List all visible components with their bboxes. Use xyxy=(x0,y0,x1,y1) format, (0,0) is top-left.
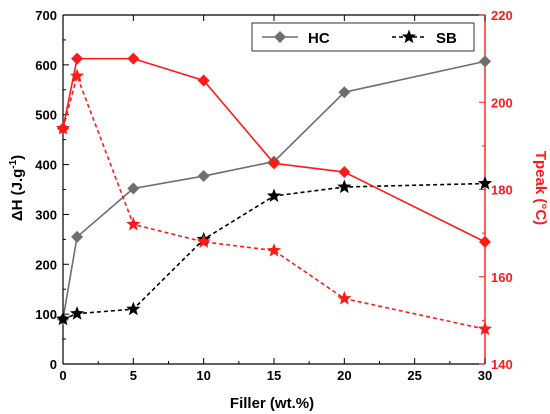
diamond-marker xyxy=(197,170,210,183)
legend: HC SB xyxy=(251,22,475,52)
star-marker xyxy=(196,234,211,248)
y-left-tick-label: 100 xyxy=(35,307,57,322)
star-marker xyxy=(337,291,352,305)
x-tick-label: 30 xyxy=(478,368,492,383)
y-axis-left-title: ΔH (J.g-1) xyxy=(8,155,26,221)
legend-label-hc: HC xyxy=(308,30,330,47)
star-marker xyxy=(126,301,141,316)
y-right-tick-label: 200 xyxy=(491,95,513,110)
y-axis-right-title: Tpeak (°C) xyxy=(532,151,549,225)
series-tpeak-star xyxy=(55,68,493,336)
diamond-marker xyxy=(338,166,351,179)
series-hc xyxy=(57,55,491,326)
series-line xyxy=(62,73,486,330)
y-left-tick-label: 300 xyxy=(35,207,57,222)
star-marker xyxy=(69,306,85,320)
x-axis: 0 5 10 15 20 25 30 xyxy=(59,15,492,383)
star-marker xyxy=(266,243,282,257)
star-marker xyxy=(477,176,493,190)
y-right-tick-label: 180 xyxy=(491,183,513,198)
y-left-tick-label: 600 xyxy=(35,58,57,73)
star-marker xyxy=(266,188,282,203)
x-tick-label: 0 xyxy=(59,368,66,383)
diamond-marker xyxy=(127,182,140,195)
diamond-marker xyxy=(338,86,351,99)
star-marker xyxy=(126,216,141,231)
star-marker xyxy=(69,68,85,83)
legend-marker-hc xyxy=(274,31,286,43)
y-axis-left: 0 100 200 300 400 500 600 700 xyxy=(35,8,69,372)
star-marker xyxy=(55,311,71,326)
legend-label-sb: SB xyxy=(436,30,457,47)
x-tick-label: 5 xyxy=(130,368,137,383)
diamond-marker xyxy=(268,157,280,170)
y-left-tick-label: 400 xyxy=(35,158,57,173)
y-right-tick-label: 160 xyxy=(491,270,513,285)
x-axis-title: Filler (wt.%) xyxy=(230,395,314,412)
legend-marker-sb xyxy=(401,29,417,44)
star-marker xyxy=(477,321,493,336)
diamond-marker xyxy=(71,52,84,65)
diamond-marker xyxy=(479,235,491,248)
y-left-tick-label: 0 xyxy=(50,357,57,372)
legend-entry-hc: HC xyxy=(262,30,330,47)
series-layer xyxy=(55,52,493,336)
y-right-tick-label: 220 xyxy=(491,8,513,23)
y-left-tick-label: 700 xyxy=(35,8,57,23)
star-marker xyxy=(337,179,352,194)
diamond-marker xyxy=(127,52,140,65)
diamond-marker xyxy=(71,230,84,243)
x-tick-label: 15 xyxy=(267,368,281,383)
diamond-marker xyxy=(197,74,210,87)
x-tick-label: 25 xyxy=(407,368,421,383)
star-marker xyxy=(55,120,71,135)
diamond-marker xyxy=(479,55,491,68)
series-line xyxy=(62,57,486,243)
x-tick-label: 20 xyxy=(337,368,351,383)
y-left-tick-label: 200 xyxy=(35,257,57,272)
y-left-tick-label: 500 xyxy=(35,108,57,123)
y-right-tick-label: 140 xyxy=(491,357,513,372)
legend-entry-sb: SB xyxy=(392,29,457,47)
series-tpeak-diamond xyxy=(57,52,491,248)
x-tick-label: 10 xyxy=(196,368,210,383)
